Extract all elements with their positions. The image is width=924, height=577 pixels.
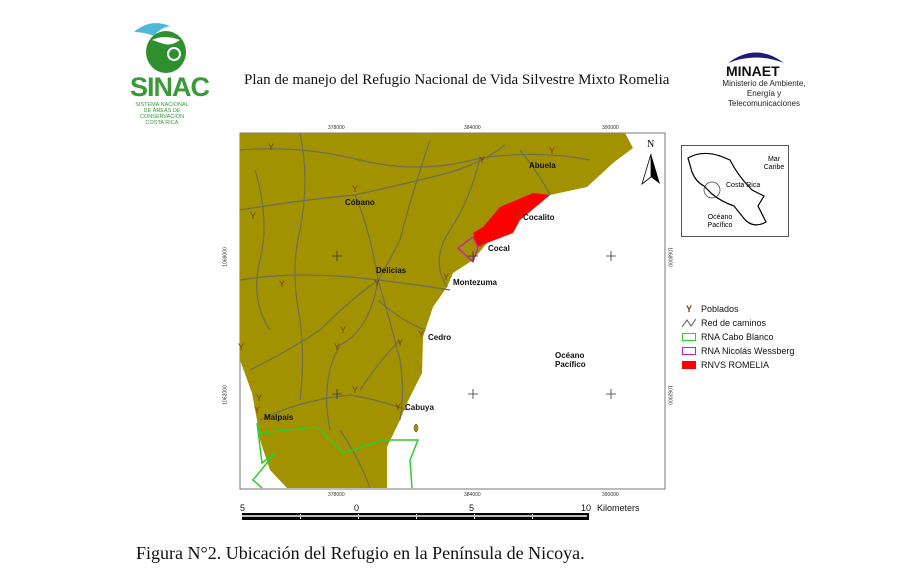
town-label: Cedro [428, 333, 452, 342]
road-network [239, 132, 591, 489]
town-marker-icon: Y [238, 342, 244, 352]
minaet-subtitle: Ministerio de Ambiente, Energía y Teleco… [722, 79, 806, 108]
town-marker-icon: Y [250, 211, 256, 221]
scale-label: 5 [469, 503, 475, 513]
north-label: N [647, 139, 655, 150]
x-tick-top: 378000 [328, 125, 345, 131]
north-arrow [641, 153, 660, 186]
y-tick-left: 1068000 [222, 247, 229, 267]
inset-label: Océano Pacífico [707, 214, 733, 229]
town-marker-icon: Y [479, 155, 485, 165]
town-marker-icon: Y [334, 342, 340, 352]
x-tick-top: 390000 [602, 125, 619, 131]
town-marker-icon: Y [254, 405, 260, 415]
rna-cabo-blanco-boundary [251, 422, 420, 489]
land-peninsula [240, 133, 633, 488]
scale-label: 0 [354, 503, 360, 513]
legend-item: RNA Cabo Blanco [682, 330, 794, 344]
town-marker-icon: Y [418, 329, 424, 339]
y-tick-left: 1062000 [222, 385, 229, 405]
y-tick-right: 1062000 [666, 385, 673, 405]
town-marker-icon: Y [478, 239, 484, 249]
town-marker-icon: Y [395, 402, 401, 412]
inset-map: Mar Caribe Costa Rica Océano Pacífico [681, 145, 789, 237]
town-label: Delicias [376, 266, 407, 275]
sinac-subtitle: SISTEMA NACIONAL DE ÁREAS DE CONSERVACIÓ… [135, 102, 189, 126]
ocean-label: Océano Pacífico [555, 351, 586, 369]
town-marker-icon: Y [397, 338, 403, 348]
x-tick-top: 384000 [464, 125, 481, 131]
town-marker-icon: Y [374, 278, 380, 288]
road-line-icon [682, 318, 696, 328]
town-marker-icon: Y [279, 279, 285, 289]
outline-box-icon [682, 333, 696, 341]
scale-unit: Kilometers [597, 503, 640, 513]
minaet-arc-logo [728, 52, 784, 63]
y-marker-icon: Y [685, 304, 692, 314]
town-marker-icon: Y [268, 142, 274, 152]
inset-label: Costa Rica [726, 182, 761, 189]
x-tick-bottom: 384000 [464, 492, 481, 498]
outline-box-icon [682, 347, 696, 355]
town-marker-icon: Y [443, 272, 449, 282]
legend: Y Poblados Red de caminos RNA Cabo Blanco… [682, 302, 794, 372]
x-tick-bottom: 378000 [328, 492, 345, 498]
y-tick-right: 1068000 [666, 247, 673, 267]
town-label: Cabuya [405, 403, 434, 412]
town-label: Malpaís [264, 413, 294, 422]
town-marker-icon: Y [352, 184, 358, 194]
legend-item: Y Poblados [682, 302, 794, 316]
grid-crosses [332, 251, 616, 399]
town-label: Cóbano [345, 198, 375, 207]
scale-label: 10 [581, 503, 592, 513]
sinac-wordmark: SINAC [130, 72, 210, 102]
town-marker-icon: Y [352, 385, 358, 395]
sinac-logo [130, 14, 194, 74]
x-tick-bottom: 390000 [602, 492, 619, 498]
town-label: Cocal [488, 244, 510, 253]
town-marker-icon: Y [256, 393, 262, 403]
town-marker-icon: Y [549, 146, 555, 156]
town-marker-icon: Y [340, 325, 346, 335]
town-label: Montezuma [453, 278, 497, 287]
figure-caption: Figura N°2. Ubicación del Refugio en la … [136, 543, 585, 563]
scale-label: 5 [240, 503, 246, 513]
inset-label: Mar Caribe [763, 156, 785, 171]
town-label: Cocalito [523, 213, 555, 222]
legend-item: RNVS ROMELIA [682, 358, 794, 372]
minaet-wordmark: MINAET [726, 63, 780, 79]
town-marker-icon: Y [513, 209, 519, 219]
filled-box-icon [682, 361, 696, 369]
rna-nicolas-wessberg-boundary [456, 236, 479, 264]
page-title: Plan de manejo del Refugio Nacional de V… [244, 72, 670, 88]
rnvs-romelia-area [473, 193, 550, 247]
legend-item: Red de caminos [682, 316, 794, 330]
legend-item: RNA Nicolás Wessberg [682, 344, 794, 358]
town-label: Abuela [529, 161, 556, 170]
